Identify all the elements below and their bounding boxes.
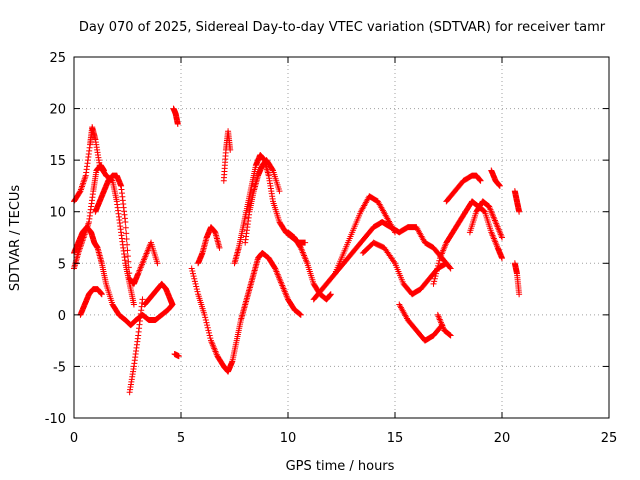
data-point [77, 286, 105, 318]
sat-trace-f [126, 296, 146, 396]
sat-trace-v [466, 198, 505, 241]
sat-trace-n [242, 157, 283, 246]
y-tick-label: -5 [53, 360, 66, 375]
x-tick-label: 25 [601, 431, 618, 446]
y-tick-label: -10 [45, 412, 66, 427]
x-tick-label: 10 [280, 431, 297, 446]
data-point [443, 172, 484, 205]
sat-trace-u [443, 172, 484, 205]
data-point [466, 198, 505, 241]
x-tick-label: 0 [70, 431, 78, 446]
tick-labels: 0 5 10 15 20 25 -10 -5 0 5 10 15 20 25 [45, 51, 618, 446]
data-points [71, 105, 523, 396]
sat-trace-p [310, 219, 454, 303]
data-point [242, 157, 283, 246]
sat-trace-l [220, 128, 234, 184]
data-point [171, 351, 182, 360]
y-tick-label: 10 [49, 206, 66, 221]
data-point [141, 280, 176, 308]
y-tick-label: 25 [49, 51, 66, 66]
sat-trace-s [396, 301, 446, 344]
plot-frame [73, 56, 610, 419]
data-point [488, 167, 503, 189]
x-axis-label: GPS time / hours [286, 459, 395, 474]
y-tick-label: 0 [58, 309, 66, 324]
sat-trace-q [332, 193, 398, 277]
sat-trace-d [77, 286, 105, 318]
data-point [188, 249, 304, 375]
data-point [332, 193, 398, 277]
y-tick-label: 5 [58, 257, 66, 272]
sat-trace-z [511, 260, 523, 298]
sat-trace-y [511, 188, 523, 215]
sat-trace-i [171, 351, 182, 360]
data-point [511, 260, 523, 298]
chart-title: Day 070 of 2025, Sidereal Day-to-day VTE… [79, 20, 606, 35]
sat-trace-h [170, 105, 181, 128]
data-point [126, 296, 146, 396]
x-tick-label: 20 [494, 431, 511, 446]
sat-trace-e [92, 172, 161, 287]
data-point [310, 219, 454, 303]
data-point [220, 128, 234, 184]
sat-trace-k [195, 224, 223, 267]
y-axis-label: SDTVAR / TECUs [8, 185, 23, 292]
data-point [170, 105, 181, 128]
sat-trace-x [434, 311, 454, 339]
y-tick-label: 15 [49, 154, 66, 169]
sat-trace-g [141, 280, 176, 308]
y-tick-label: 20 [49, 103, 66, 118]
data-point [195, 224, 223, 267]
data-point [396, 301, 446, 344]
x-tick-label: 15 [387, 431, 404, 446]
data-point [511, 188, 523, 215]
data-point [92, 172, 161, 287]
x-tick-label: 5 [177, 431, 185, 446]
axis-ticks [73, 56, 610, 419]
sat-trace-j [188, 249, 304, 375]
sat-trace-w [488, 167, 503, 189]
data-point [434, 311, 454, 339]
